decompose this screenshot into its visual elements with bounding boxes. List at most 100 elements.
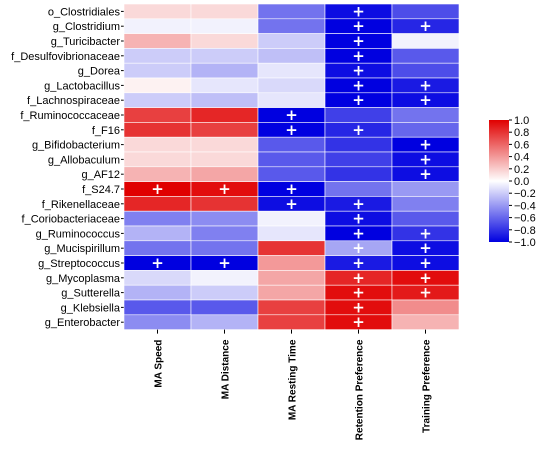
- heatmap-cell: [190, 48, 259, 64]
- significance-marker: +: [419, 165, 432, 183]
- colorbar-tick-label: 0.8: [514, 127, 529, 139]
- heatmap-cell: [123, 136, 192, 153]
- significance-marker: +: [419, 76, 432, 94]
- row-label: f_Desulfovibrionaceae: [11, 51, 120, 63]
- column-label: Training Preference: [422, 339, 433, 433]
- significance-marker: +: [419, 284, 432, 302]
- row-label: g_Allobaculum: [48, 154, 120, 166]
- heatmap-cell: [123, 77, 192, 94]
- heatmap-cell: [123, 270, 192, 286]
- heatmap-cell: [257, 284, 326, 301]
- column-labels: MA Speed MA Distance MA Resting Time Retent…: [154, 329, 433, 440]
- significance-marker: +: [352, 2, 365, 20]
- significance-marker: +: [285, 106, 298, 124]
- colorbar-gradient: [489, 120, 509, 242]
- heatmap-cell: [391, 181, 460, 197]
- heatmap-cell: [190, 270, 259, 286]
- heatmap-cell: [190, 33, 259, 49]
- heatmap-cell: [190, 284, 259, 301]
- significance-marker: +: [352, 62, 365, 80]
- heatmap-cell: [257, 136, 326, 153]
- row-labels: o_Clostridiales g_Clostridium g_Turicibact…: [11, 6, 124, 329]
- colorbar-tick-label: −0.6: [514, 213, 536, 225]
- colorbar: 1.00.80.60.40.20.0−0.2−0.4−0.6−0.8−1.0: [489, 115, 536, 249]
- colorbar-tick-label: 1.0: [514, 115, 529, 127]
- significance-marker: +: [352, 224, 365, 242]
- heatmap-cell: [190, 299, 259, 316]
- column-label: MA Resting Time: [288, 339, 299, 420]
- heatmap-cell: [391, 196, 460, 212]
- heatmap-cell: [123, 196, 192, 212]
- significance-marker: +: [352, 254, 365, 272]
- heatmap-cell: [123, 33, 192, 49]
- significance-marker: +: [419, 269, 432, 287]
- heatmap-cell: [257, 48, 326, 64]
- significance-marker: +: [419, 91, 432, 109]
- heatmap-cell: [324, 166, 393, 182]
- row-label: f_S24.7: [82, 184, 120, 196]
- colorbar-tick-label: 0.4: [514, 152, 529, 164]
- colorbar-tick-label: −1.0: [514, 237, 536, 249]
- row-label: f_Ruminococcaceae: [20, 110, 120, 122]
- significance-marker: +: [285, 195, 298, 213]
- heatmap-cell: [391, 48, 460, 64]
- heatmap-cell: [257, 240, 326, 256]
- heatmap-cell: [257, 151, 326, 168]
- heatmap-cell: [190, 136, 259, 153]
- significance-marker: +: [419, 239, 432, 257]
- heatmap-cell: [190, 77, 259, 94]
- heatmap-cell: [324, 136, 393, 153]
- significance-marker: +: [352, 239, 365, 257]
- heatmap-cell: [257, 210, 326, 227]
- row-label: g_AF12: [81, 169, 120, 181]
- heatmap-cell: [123, 122, 192, 138]
- heatmap-cell: [391, 107, 460, 123]
- heatmap-cell: [324, 151, 393, 168]
- heatmap-cell: [123, 299, 192, 316]
- heatmap-cell: [190, 314, 259, 330]
- row-label: f_Lachnospiraceae: [27, 95, 120, 107]
- row-label: g_Turicibacter: [51, 36, 121, 48]
- significance-marker: +: [285, 121, 298, 139]
- heatmap-cell: [123, 18, 192, 34]
- heatmap-cell: [190, 92, 259, 108]
- row-label: g_Sutterella: [61, 288, 121, 300]
- heatmap-cell: [123, 3, 192, 20]
- row-label: f_F16: [92, 125, 120, 137]
- row-label: f_Rikenellaceae: [42, 199, 120, 211]
- row-label: g_Clostridium: [53, 21, 120, 33]
- heatmap-cell: [123, 48, 192, 64]
- colorbar-tick-label: −0.4: [514, 200, 536, 212]
- heatmap-cell: [190, 210, 259, 227]
- colorbar-tick-label: −0.8: [514, 225, 536, 237]
- row-label: g_Klebsiella: [61, 302, 121, 314]
- significance-marker: +: [419, 17, 432, 35]
- heatmap-cell: [257, 270, 326, 286]
- significance-markers: ++ +++++ ++ +++ +++++ + ++ +++ ++ ++ + + ++ ++ +++: [151, 2, 432, 331]
- column-label: MA Speed: [154, 340, 165, 388]
- heatmap-cell: [257, 314, 326, 330]
- heatmap-cell: [257, 3, 326, 20]
- significance-marker: +: [419, 224, 432, 242]
- heatmap-cell: [123, 62, 192, 79]
- row-label: o_Clostridiales: [48, 6, 121, 18]
- significance-marker: +: [218, 254, 231, 272]
- heatmap-cell: [123, 210, 192, 227]
- row-label: g_Mycoplasma: [46, 273, 121, 285]
- row-label: f_Coriobacteriaceae: [22, 214, 120, 226]
- column-label: MA Distance: [221, 339, 232, 399]
- heatmap-cell: [190, 3, 259, 20]
- row-label: g_Enterobacter: [45, 317, 121, 329]
- significance-marker: +: [352, 210, 365, 228]
- significance-marker: +: [285, 180, 298, 198]
- significance-marker: +: [419, 136, 432, 154]
- colorbar-tick-label: −0.2: [514, 188, 536, 200]
- heatmap-cells: [123, 3, 460, 330]
- row-label: g_Lactobacillus: [44, 80, 120, 92]
- significance-marker: +: [151, 254, 164, 272]
- column-label: Retention Preference: [355, 339, 366, 440]
- significance-marker: +: [352, 313, 365, 331]
- heatmap-cell: [391, 299, 460, 316]
- significance-marker: +: [352, 47, 365, 65]
